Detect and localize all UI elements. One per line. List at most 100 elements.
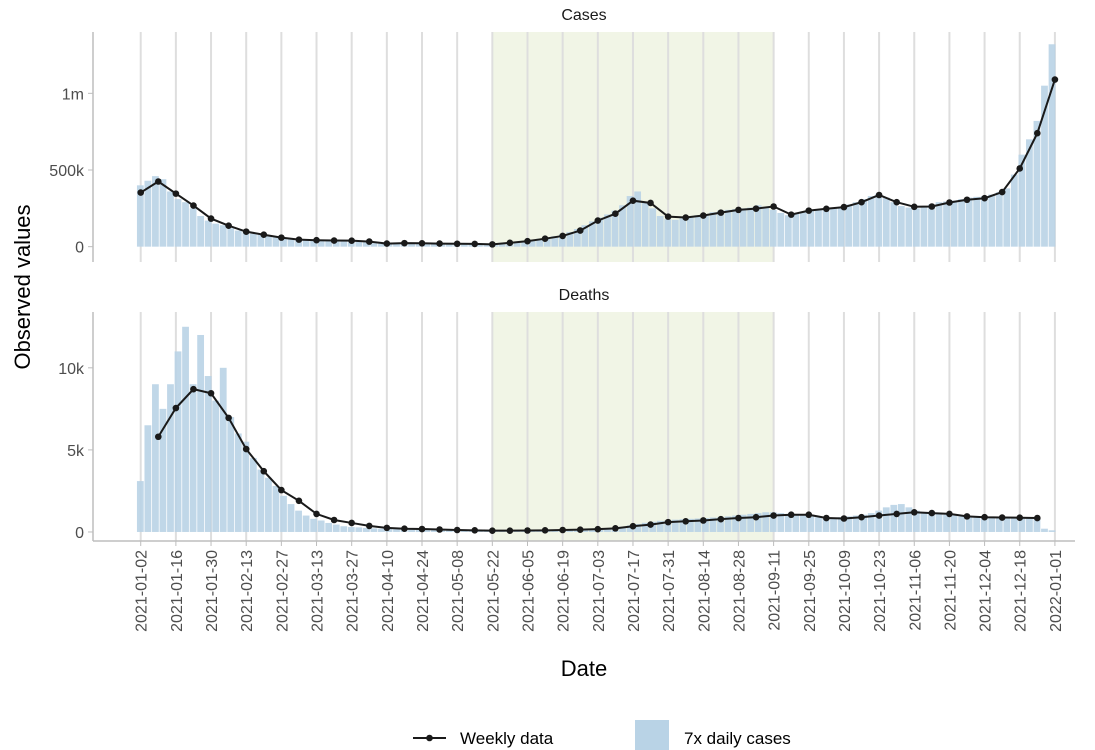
daily-bar bbox=[355, 527, 363, 532]
y-tick-label: 10k bbox=[58, 361, 85, 378]
weekly-point bbox=[699, 517, 707, 524]
daily-bar bbox=[249, 233, 257, 247]
daily-bar bbox=[589, 221, 596, 247]
weekly-point bbox=[559, 232, 566, 240]
daily-bar bbox=[265, 235, 272, 247]
daily-bar bbox=[340, 526, 348, 532]
daily-bar bbox=[935, 202, 943, 247]
plot-layers: Cases 0 500k 1m Deaths 0 5k 10k 2021-01-02 2021-0… bbox=[49, 7, 1075, 750]
daily-bar bbox=[167, 191, 174, 247]
daily-bar bbox=[702, 214, 709, 247]
daily-bar bbox=[1003, 188, 1011, 247]
weekly-point bbox=[137, 189, 145, 196]
weekly-point bbox=[858, 198, 865, 206]
weekly-point bbox=[840, 515, 848, 522]
weekly-point bbox=[682, 214, 690, 221]
daily-bar bbox=[581, 529, 589, 532]
weekly-point bbox=[1016, 514, 1024, 521]
weekly-point bbox=[278, 234, 285, 241]
daily-bar bbox=[905, 207, 913, 247]
daily-bar bbox=[242, 441, 250, 532]
weekly-point bbox=[1034, 129, 1041, 137]
daily-bar bbox=[280, 495, 287, 532]
daily-bar bbox=[679, 519, 687, 532]
weekly-point bbox=[963, 196, 971, 204]
daily-bar bbox=[634, 191, 642, 247]
daily-bar bbox=[249, 458, 257, 532]
weekly-point bbox=[207, 389, 215, 397]
daily-bar bbox=[724, 516, 732, 532]
daily-bar bbox=[754, 513, 762, 532]
weekly-point bbox=[489, 241, 496, 248]
x-tick-label: 2021-04-24 bbox=[415, 550, 432, 632]
daily-bar bbox=[732, 515, 739, 532]
daily-bar bbox=[476, 244, 483, 247]
daily-bar bbox=[340, 240, 348, 247]
weekly-point bbox=[629, 197, 637, 204]
daily-bar bbox=[995, 516, 1003, 532]
daily-bar bbox=[566, 232, 574, 247]
daily-bar bbox=[619, 205, 626, 247]
daily-bar bbox=[875, 510, 883, 532]
weekly-point bbox=[928, 203, 936, 210]
y-tick-label: 1m bbox=[62, 86, 84, 103]
daily-bar bbox=[272, 486, 280, 532]
daily-bar bbox=[920, 206, 928, 247]
daily-bar bbox=[189, 208, 197, 247]
weekly-point bbox=[471, 240, 479, 248]
daily-bar bbox=[287, 239, 295, 247]
weekly-point bbox=[348, 519, 355, 527]
weekly-point bbox=[190, 202, 197, 209]
daily-bar bbox=[762, 512, 770, 532]
daily-bar bbox=[460, 530, 468, 532]
legend-swatch bbox=[635, 720, 669, 750]
daily-bar bbox=[686, 518, 694, 532]
weekly-point bbox=[524, 237, 531, 245]
daily-bar bbox=[935, 513, 943, 532]
daily-bar bbox=[167, 384, 174, 532]
weekly-point bbox=[313, 510, 320, 518]
daily-bar bbox=[558, 234, 566, 247]
daily-bar bbox=[950, 200, 958, 247]
x-tick-label: 2021-08-14 bbox=[696, 550, 713, 632]
weekly-point bbox=[1051, 76, 1059, 83]
daily-bar bbox=[980, 196, 988, 247]
daily-bar bbox=[717, 517, 724, 532]
daily-bar bbox=[265, 477, 272, 532]
weekly-point bbox=[805, 511, 813, 519]
daily-bar bbox=[234, 230, 242, 247]
x-tick-label: 2021-12-18 bbox=[1013, 550, 1030, 632]
x-tick-label: 2021-11-20 bbox=[942, 550, 959, 631]
x-tick-label: 2021-02-13 bbox=[239, 550, 256, 632]
daily-bar bbox=[513, 241, 521, 247]
daily-bar bbox=[732, 209, 739, 247]
weekly-point bbox=[981, 194, 988, 202]
x-tick-label: 2021-06-05 bbox=[520, 550, 537, 632]
daily-bar bbox=[913, 510, 920, 532]
daily-bar bbox=[709, 212, 717, 247]
weekly-point bbox=[541, 527, 549, 534]
daily-bar bbox=[769, 512, 777, 532]
daily-bar bbox=[799, 515, 807, 532]
daily-bar bbox=[626, 525, 634, 532]
weekly-point bbox=[682, 518, 690, 525]
daily-bar bbox=[860, 199, 868, 247]
weekly-point bbox=[928, 509, 936, 517]
y-tick-label: 5k bbox=[67, 443, 85, 460]
weekly-point bbox=[594, 217, 602, 224]
weekly-point bbox=[787, 211, 795, 218]
y-tick-label: 500k bbox=[49, 163, 85, 180]
daily-bar bbox=[257, 234, 265, 247]
daily-bar bbox=[1026, 517, 1033, 532]
daily-bar bbox=[702, 518, 709, 532]
daily-bar bbox=[445, 530, 453, 532]
daily-bar bbox=[212, 223, 220, 247]
x-tick-label: 2021-09-11 bbox=[767, 550, 784, 631]
daily-bar bbox=[332, 524, 340, 532]
daily-bar bbox=[604, 528, 611, 532]
daily-bar bbox=[1041, 528, 1048, 532]
daily-bar bbox=[679, 218, 687, 247]
daily-bar bbox=[182, 326, 189, 532]
daily-bar bbox=[830, 517, 837, 532]
daily-bar bbox=[528, 239, 536, 247]
